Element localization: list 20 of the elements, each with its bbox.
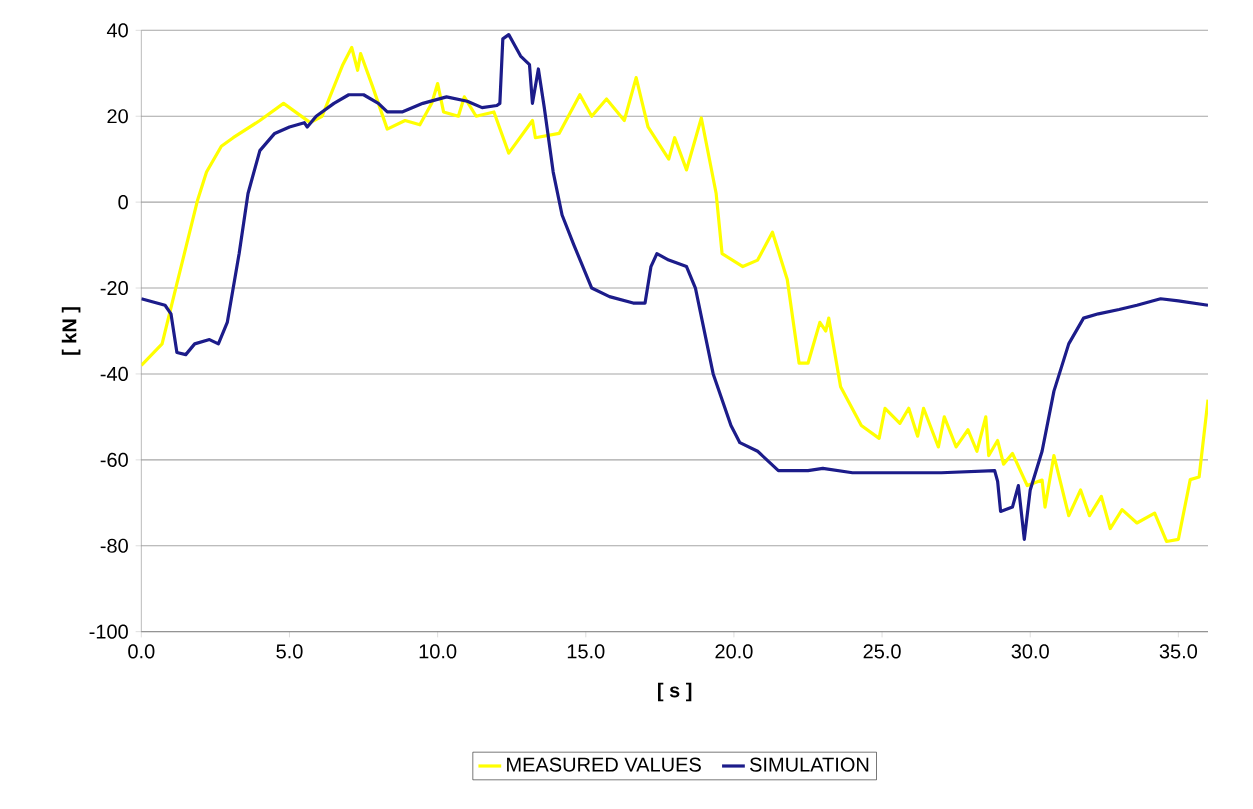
x-tick-label: 10.0	[419, 644, 457, 659]
y-tick-label: -100	[89, 624, 128, 639]
x-tick-label: 35.0	[1159, 644, 1198, 659]
x-axis-title: [ s ]	[658, 682, 692, 702]
y-tick-label: 0	[118, 195, 128, 210]
x-tick-label: 30.0	[1011, 644, 1049, 659]
x-tick-label: 0.0	[128, 644, 155, 659]
y-tick-label: 40	[106, 23, 128, 38]
x-tick-label: 20.0	[715, 644, 753, 659]
x-tick-label: 15.0	[567, 644, 605, 659]
y-tick-label: -20	[100, 280, 128, 296]
x-tick-label: 5.0	[276, 644, 303, 659]
y-tick-label: -60	[100, 452, 128, 467]
y-axis-title: [ kN ]	[61, 307, 81, 355]
legend-label: SIMULATION	[750, 757, 869, 772]
y-tick-label: -40	[100, 366, 128, 382]
x-tick-label: 25.0	[863, 644, 901, 659]
legend-label: MEASURED VALUES	[507, 757, 701, 772]
y-tick-label: -80	[100, 538, 128, 553]
y-tick-label: 20	[107, 109, 128, 124]
